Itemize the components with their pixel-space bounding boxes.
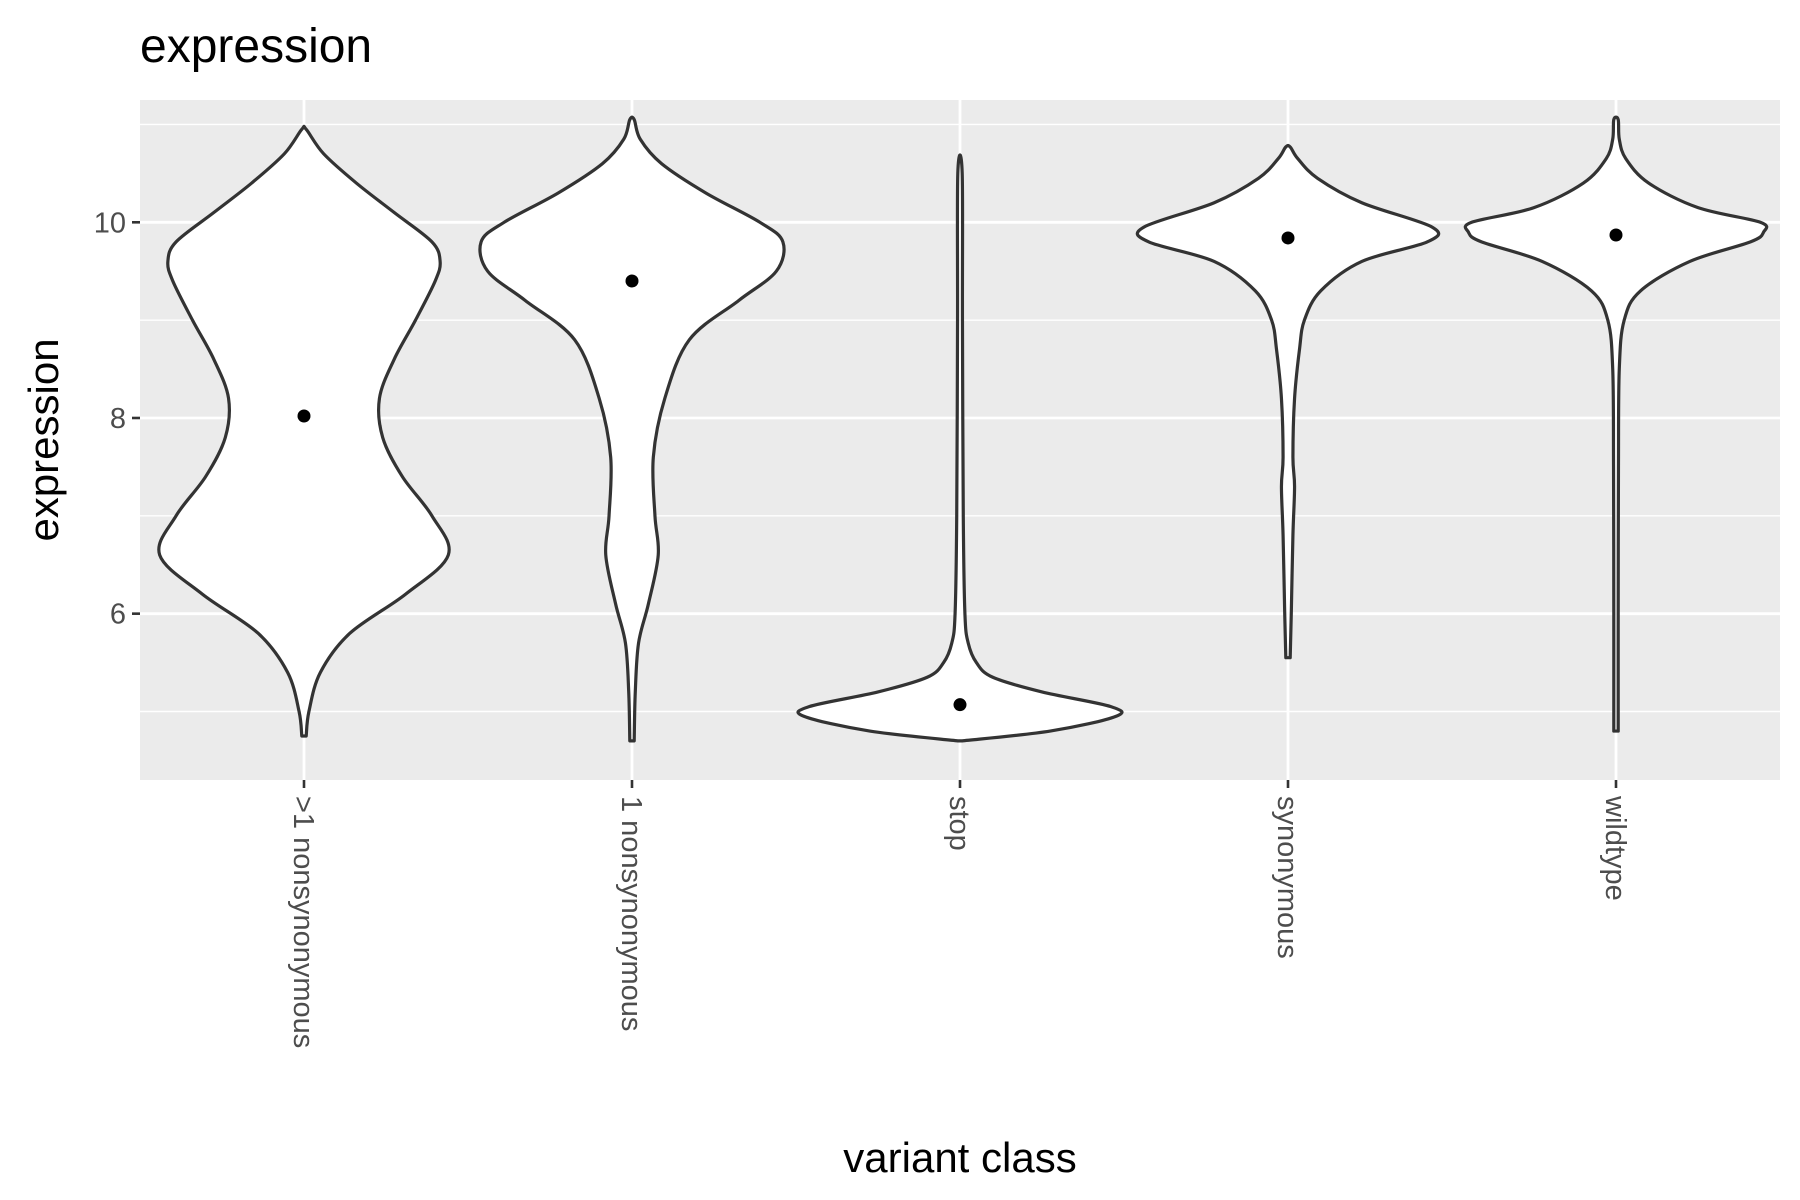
x-tick-label-1: 1 nonsynonymous xyxy=(615,796,647,1031)
y-tick-label-8: 8 xyxy=(110,403,126,435)
violin-synonymous xyxy=(1135,143,1441,660)
violin-1-nonsynonymous xyxy=(157,124,451,738)
x-tick-label-3: synonymous xyxy=(1271,796,1303,959)
violins xyxy=(157,115,1769,743)
violin-1-nonsynonymous xyxy=(478,115,786,743)
violin-stop xyxy=(796,153,1124,743)
y-axis-title: expression xyxy=(20,338,67,541)
mean-point-1-nonsynonymous xyxy=(297,409,311,423)
mean-point-stop xyxy=(953,698,967,712)
violin-wildtype xyxy=(1463,115,1769,733)
mean-point-synonymous xyxy=(1281,231,1295,245)
chart-title: expression xyxy=(140,20,372,73)
x-tick-label-2: stop xyxy=(943,796,975,851)
x-tick-label-4: wildtype xyxy=(1599,795,1631,901)
y-axis: 6 8 10 xyxy=(94,207,140,631)
mean-point-wildtype xyxy=(1609,228,1623,242)
mean-point-1-nonsynonymous xyxy=(625,274,639,288)
x-axis: >1 nonsynonymous 1 nonsynonymous stop synon… xyxy=(287,780,1631,1048)
y-tick-label-10: 10 xyxy=(94,207,126,239)
x-axis-title: variant class xyxy=(843,1134,1076,1181)
y-tick-label-6: 6 xyxy=(110,599,126,631)
x-tick-label-0: >1 nonsynonymous xyxy=(287,796,319,1048)
